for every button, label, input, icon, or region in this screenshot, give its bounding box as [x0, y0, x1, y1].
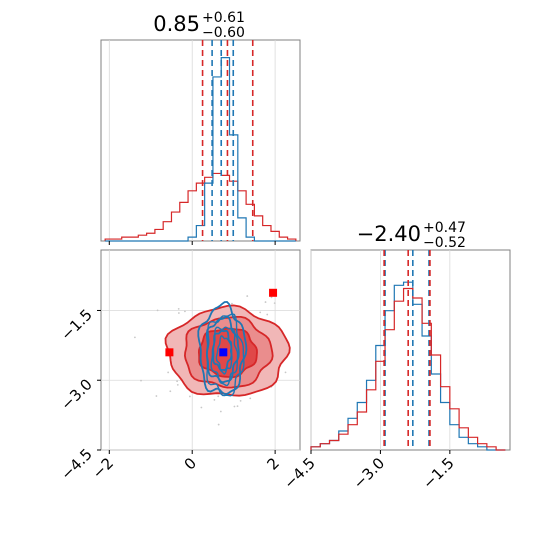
hist-panel-2-x-tick-label: −1.5 [419, 454, 457, 492]
joint-scatter-point [200, 406, 203, 409]
joint-panel: −2 0 2 −1.5−3.0−4.5 [57, 249, 307, 484]
hist-panel-2-x-tick-label: −3.0 [350, 454, 388, 492]
joint-scatter-point [239, 399, 242, 402]
joint-y-tick-label: −1.5 [57, 306, 95, 344]
joint-scatter-point [134, 336, 136, 339]
joint-x-tick-label: 2 [263, 454, 282, 473]
hist-panel-1-frame [100, 39, 301, 242]
joint-scatter-point [176, 380, 178, 383]
joint-scatter-point [189, 395, 191, 398]
joint-scatter-point [246, 295, 249, 297]
joint-scatter-point [155, 395, 158, 397]
joint-scatter-point [259, 311, 262, 314]
joint-x-tick-label: 0 [181, 454, 200, 473]
joint-scatter-point [217, 395, 220, 398]
title-1-upper: +0.61 [202, 10, 245, 26]
joint-scatter-point [305, 360, 307, 362]
joint-scatter-point [270, 296, 273, 299]
joint-scatter-point [249, 397, 252, 400]
joint-scatter-point [167, 371, 170, 374]
title-2-upper: +0.47 [423, 220, 466, 236]
joint-scatter-point [219, 410, 222, 413]
hist-panel-1-red-histogram [104, 172, 297, 241]
joint-y-tick-label: −4.5 [57, 445, 95, 483]
joint-blue-contour-level [212, 329, 233, 372]
joint-scatter-point [169, 390, 172, 393]
hist-panel-1-ticks [108, 241, 276, 245]
hist-panel-2-x-ticks: −1.5 −3.0 −4.5 [280, 450, 458, 493]
hist-panel-2-red-histogram [310, 287, 506, 451]
hist-panel-2-quantile-lines [383, 250, 431, 450]
joint-scatter-point [266, 313, 269, 316]
joint-blue-contour-level [205, 315, 240, 384]
title-1-value: 0.85 [153, 12, 200, 36]
joint-scatter-point [217, 423, 220, 426]
joint-marker-red [269, 288, 278, 297]
hist-panel-1-quantile-lines [201, 40, 254, 241]
hist-panel-2: −1.5 −3.0 −4.5 −2.40 +0.47 −0.52 [280, 220, 511, 493]
joint-scatter-point [177, 307, 180, 310]
joint-blue-contour-line [215, 335, 233, 375]
joint-scatter-point [264, 301, 267, 303]
title-2-value: −2.40 [357, 222, 421, 246]
hist-panel-1-grid [108, 40, 276, 241]
joint-scatter-point [273, 302, 276, 305]
joint-scatter-point [213, 399, 216, 401]
hist-panel-1-blue-histogram [105, 57, 296, 242]
hist-panel-1: 0.85 +0.61 −0.60 [100, 10, 301, 245]
hist-panel-2-blue-histogram [310, 281, 506, 451]
joint-scatter-point [233, 405, 236, 408]
joint-panel-x-ticks: −2 0 2 [89, 450, 283, 482]
joint-panel-markers [165, 288, 278, 357]
joint-scatter-point [231, 302, 233, 305]
joint-blue-contour-line [210, 326, 239, 387]
joint-marker-blue [219, 348, 228, 357]
joint-panel-y-ticks: −1.5 −3.0 −4.5 [57, 306, 101, 484]
joint-scatter-point [176, 383, 179, 386]
hist-panel-2-x-tick-label: −4.5 [280, 454, 318, 492]
title-1-lower: −0.60 [202, 25, 245, 41]
joint-scatter-point [184, 310, 186, 313]
joint-scatter-point [284, 371, 287, 374]
hist-panel-2-frame [310, 249, 511, 451]
joint-panel-blue-contours [197, 300, 248, 397]
joint-scatter-point [177, 312, 180, 314]
joint-scatter-point [236, 405, 239, 408]
joint-y-tick-label: −3.0 [57, 375, 95, 413]
joint-scatter-point [140, 379, 142, 382]
title-2-lower: −0.52 [423, 235, 466, 251]
joint-scatter-point [156, 309, 159, 312]
joint-marker-red [165, 348, 174, 357]
